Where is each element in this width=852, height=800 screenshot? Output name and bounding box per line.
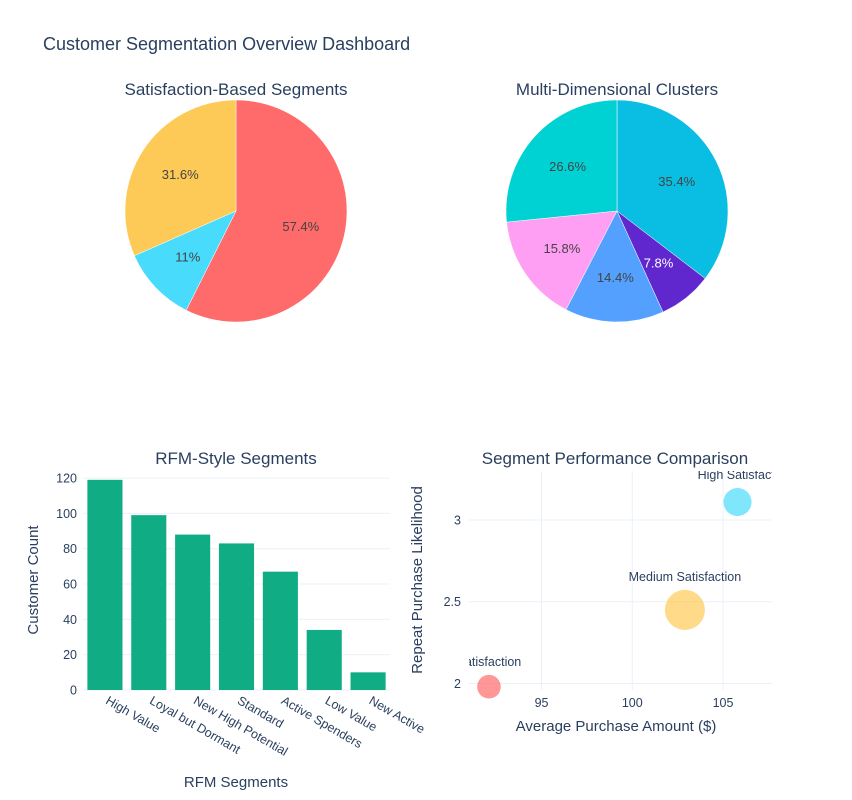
pie2-slice-cluster-4 bbox=[506, 210, 618, 310]
bar-ytick-label: 20 bbox=[63, 648, 77, 662]
bar-ytick-label: 80 bbox=[63, 542, 77, 556]
pie1-slice-medium-satisfaction bbox=[124, 99, 237, 257]
scatter-xtick-label: 100 bbox=[622, 696, 643, 710]
pie1-slice-label: 31.6% bbox=[162, 167, 199, 182]
pie2-slice-cluster-1 bbox=[616, 99, 729, 279]
dashboard-title: Customer Segmentation Overview Dashboard bbox=[43, 34, 410, 54]
bar-ytick-label: 60 bbox=[63, 578, 77, 592]
scatter-ylabel: Repeat Purchase Likelihood bbox=[409, 486, 426, 674]
pie1-slice-label: 11% bbox=[175, 249, 200, 264]
bar-ytick-label: 120 bbox=[56, 472, 77, 486]
scatter-point-medium-satisfaction bbox=[664, 589, 705, 630]
pie2-title: Multi-Dimensional Clusters bbox=[516, 80, 718, 99]
bar-chart-rfm: RFM-Style Segments RFM Segments Customer… bbox=[25, 449, 427, 791]
bar-ylabel: Customer Count bbox=[25, 525, 42, 635]
scatter-xtick-label: 105 bbox=[713, 696, 734, 710]
scatter-point-label: Satisfaction bbox=[457, 655, 522, 669]
pie-chart-satisfaction: Satisfaction-Based Segments 57.4% 11% 31.6… bbox=[124, 80, 348, 323]
scatter-ytick-label: 2.5 bbox=[444, 595, 461, 609]
bar-loyal-but-dormant bbox=[131, 515, 167, 690]
scatter-ytick-label: 2 bbox=[454, 677, 461, 691]
pie2-slice-label: 15.8% bbox=[543, 241, 580, 256]
pie1-slice-low-satisfaction bbox=[134, 210, 237, 311]
bar-low-value bbox=[306, 629, 342, 690]
bar-standard bbox=[218, 543, 255, 690]
pie1-slice-high-satisfaction bbox=[185, 99, 348, 323]
scatter-point-high-satisfaction bbox=[723, 488, 752, 517]
pie1-title: Satisfaction-Based Segments bbox=[124, 80, 347, 99]
bar-ytick-label: 40 bbox=[63, 613, 77, 627]
scatter-point-low-satisfaction bbox=[477, 674, 501, 699]
bar-active-spenders bbox=[262, 571, 298, 690]
scatter-xtick-label: 95 bbox=[535, 696, 549, 710]
scatter-point-label: Medium Satisfaction bbox=[629, 570, 742, 584]
pie2-slice-cluster-5 bbox=[505, 99, 618, 223]
bar-xtick-label: New Active bbox=[367, 693, 428, 736]
bar-new-high-potential bbox=[175, 534, 211, 690]
scatter-chart-performance: Segment Performance Comparison Average P… bbox=[409, 449, 778, 735]
bar-xlabel: RFM Segments bbox=[184, 774, 288, 791]
scatter-point-label: High Satisfacti bbox=[698, 468, 778, 482]
pie2-slice-label: 35.4% bbox=[658, 174, 695, 189]
scatter-title: Segment Performance Comparison bbox=[482, 449, 748, 468]
scatter-xlabel: Average Purchase Amount ($) bbox=[516, 718, 717, 735]
pie2-slice-cluster-3 bbox=[565, 210, 664, 323]
bar-new-active bbox=[350, 672, 386, 690]
scatter-ytick-label: 3 bbox=[454, 514, 461, 528]
pie-chart-clusters: Multi-Dimensional Clusters 35.4% 7.8% 14.4… bbox=[505, 80, 729, 323]
bar-high-value bbox=[87, 479, 123, 690]
pie2-slice-label: 26.6% bbox=[549, 159, 586, 174]
pie2-slice-label: 14.4% bbox=[597, 270, 634, 285]
scatter-points: Satisfaction Medium Satisfaction High Sati… bbox=[457, 468, 778, 699]
bar-title: RFM-Style Segments bbox=[155, 449, 317, 468]
bar-ytick-label: 100 bbox=[56, 507, 77, 521]
bar-ytick-label: 0 bbox=[70, 684, 77, 698]
pie2-slice-label: 7.8% bbox=[644, 256, 674, 271]
pie1-slice-label: 57.4% bbox=[282, 219, 319, 234]
